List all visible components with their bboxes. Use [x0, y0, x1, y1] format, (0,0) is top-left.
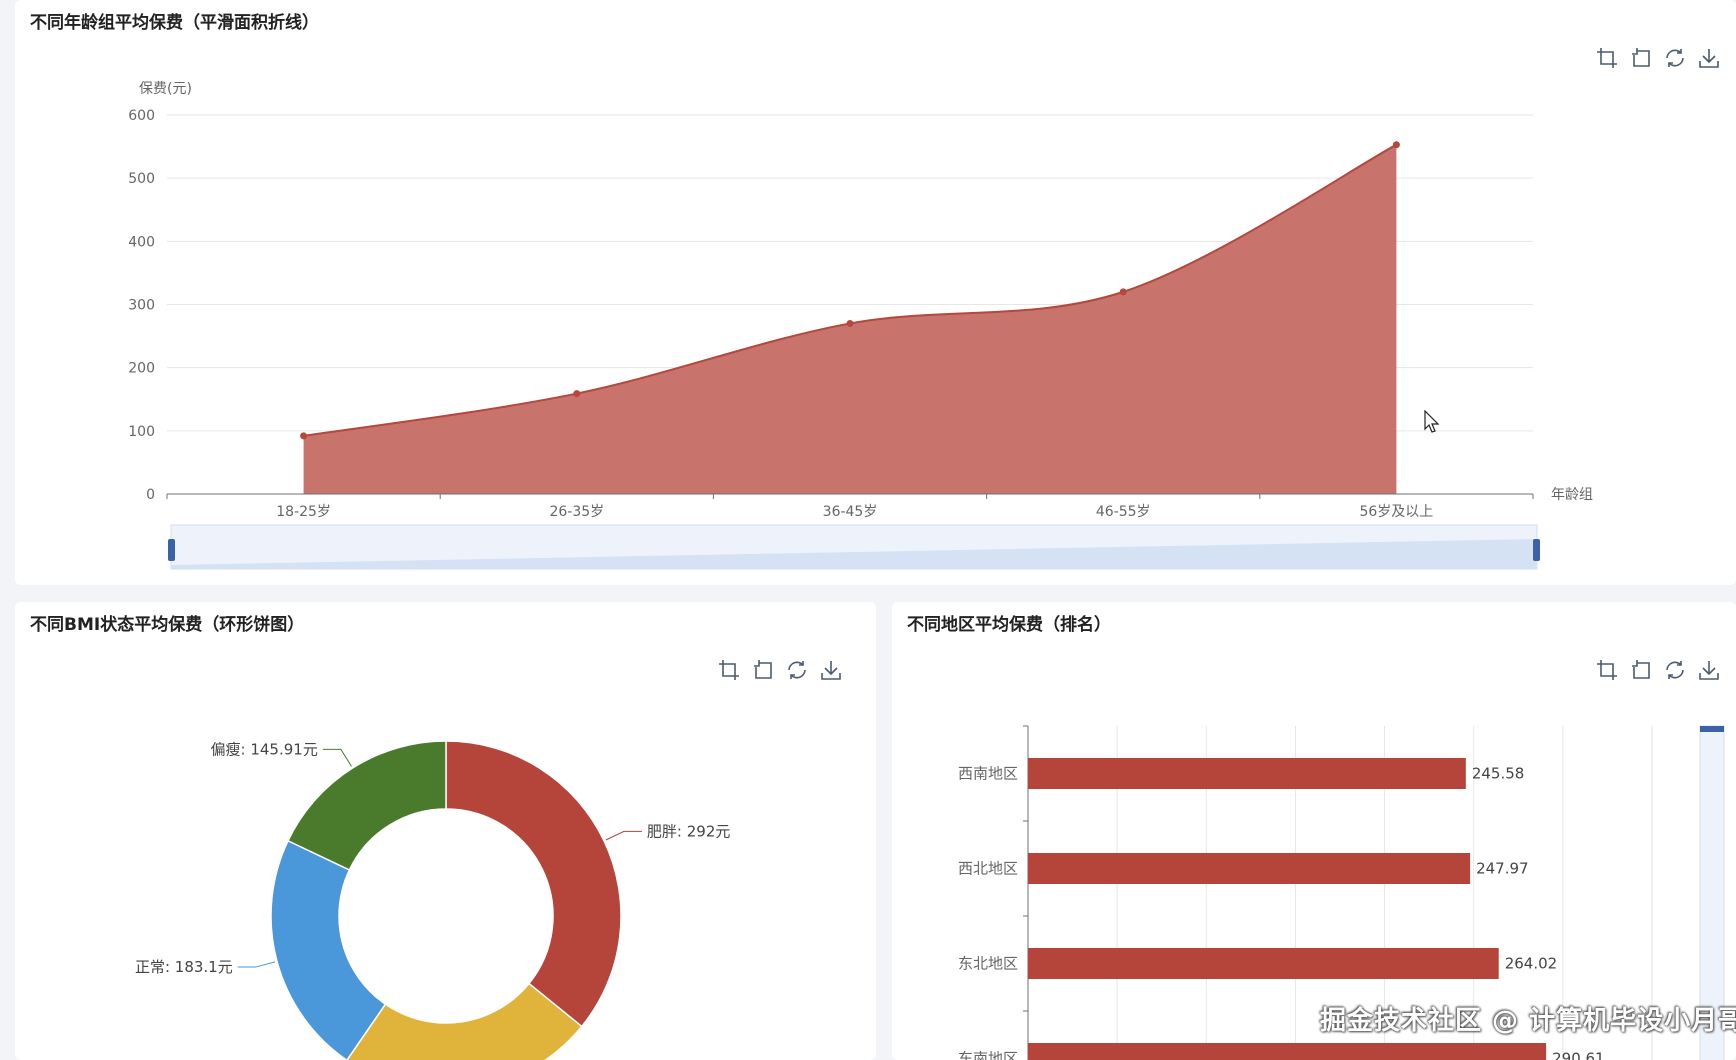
age-chart-panel: 不同年龄组平均保费（平滑面积折线） 保费(元) 0 100 200 300 400 500 6…: [15, 0, 1736, 585]
region-chart-panel: 不同地区平均保费（排名） 西南地区 245.58 西北地区 247.97 东北地区 264…: [892, 602, 1736, 1060]
refresh-icon[interactable]: [785, 658, 809, 682]
bar: [1028, 1043, 1547, 1060]
restore-icon[interactable]: [751, 658, 775, 682]
refresh-icon[interactable]: [1663, 46, 1687, 70]
mouse-cursor-icon: [1424, 409, 1440, 438]
datazoom-slider: [1699, 725, 1725, 1060]
slice-label-line: [322, 748, 352, 767]
region-chart: 西南地区 245.58 西北地区 247.97 东北地区 264.02 东南地区 290.61: [958, 725, 1725, 1060]
download-icon[interactable]: [819, 658, 843, 682]
refresh-icon[interactable]: [1663, 658, 1687, 682]
restore-icon[interactable]: [1629, 658, 1653, 682]
bar-value-label: 245.58: [1472, 765, 1525, 783]
data-point: [846, 319, 854, 327]
y-tick-label: 100: [128, 424, 155, 440]
area-fill: [303, 144, 1397, 494]
age-chart-toolbox: [1595, 46, 1721, 70]
data-point: [1119, 288, 1127, 296]
region-chart-title: 不同地区平均保费（排名）: [907, 615, 1111, 635]
y-tick-label: 300: [128, 298, 155, 314]
bmi-chart-toolbox: [717, 658, 843, 682]
bar-value-label: 247.97: [1476, 860, 1529, 878]
x-tick-label: 56岁及以上: [1359, 504, 1433, 520]
bmi-chart-title: 不同BMI状态平均保费（环形饼图）: [30, 615, 305, 635]
bar: [1028, 948, 1499, 979]
donut-slice: [346, 982, 583, 1060]
region-chart-toolbox: [1595, 658, 1721, 682]
slice-label-line: [605, 830, 642, 841]
data-point: [1392, 141, 1400, 149]
age-chart: 保费(元) 0 100 200 300 400 500 600 18-25岁 26-35岁 36-4…: [128, 81, 1593, 570]
y-tick-label: 0: [146, 487, 155, 503]
bmi-chart-panel: 不同BMI状态平均保费（环形饼图） 肥胖: 292元正常: 183.1元 偏瘦: …: [15, 602, 876, 1060]
datazoom-handle-right: [1533, 539, 1540, 561]
x-tick-label: 46-55岁: [1096, 504, 1151, 520]
x-tick-label: 36-45岁: [823, 504, 878, 520]
x-tick-label: 26-35岁: [549, 504, 604, 520]
download-icon[interactable]: [1697, 46, 1721, 70]
watermark: 掘金技术社区 @ 计算机毕设小月哥: [1320, 1006, 1736, 1036]
category-label: 西北地区: [958, 860, 1018, 878]
donut-slice: [270, 839, 387, 1060]
datazoom-handle: [1700, 726, 1724, 732]
download-icon[interactable]: [1697, 658, 1721, 682]
category-label: 西南地区: [958, 765, 1018, 783]
crop-icon[interactable]: [717, 658, 741, 682]
data-point: [300, 432, 308, 440]
bar-value-label: 264.02: [1505, 955, 1558, 973]
x-axis-label: 年龄组: [1551, 487, 1593, 503]
slice-label-line: [237, 961, 276, 968]
crop-icon[interactable]: [1595, 658, 1619, 682]
datazoom-handle-left: [168, 539, 175, 561]
age-chart-title: 不同年龄组平均保费（平滑面积折线）: [30, 13, 319, 33]
x-tick-label: 18-25岁: [276, 504, 331, 520]
category-label: 东北地区: [958, 955, 1018, 973]
data-point: [573, 390, 581, 398]
donut-slice: [445, 740, 622, 1028]
category-label: 东南地区: [958, 1050, 1018, 1060]
y-tick-label: 500: [128, 171, 155, 187]
slice-label: 正常: 183.1元: [135, 958, 233, 976]
y-tick-label: 200: [128, 361, 155, 377]
bar: [1028, 853, 1471, 884]
crop-icon[interactable]: [1595, 46, 1619, 70]
restore-icon[interactable]: [1629, 46, 1653, 70]
y-axis-label: 保费(元): [139, 81, 192, 97]
slice-label: 肥胖: 292元: [647, 822, 730, 840]
y-tick-label: 600: [128, 108, 155, 124]
datazoom-shadow: [171, 539, 1537, 569]
donut-slice: [287, 740, 447, 871]
y-tick-label: 400: [128, 234, 155, 250]
slice-label: 偏瘦: 145.91元: [211, 740, 318, 758]
bar: [1028, 758, 1466, 789]
bar-value-label: 290.61: [1552, 1050, 1605, 1060]
